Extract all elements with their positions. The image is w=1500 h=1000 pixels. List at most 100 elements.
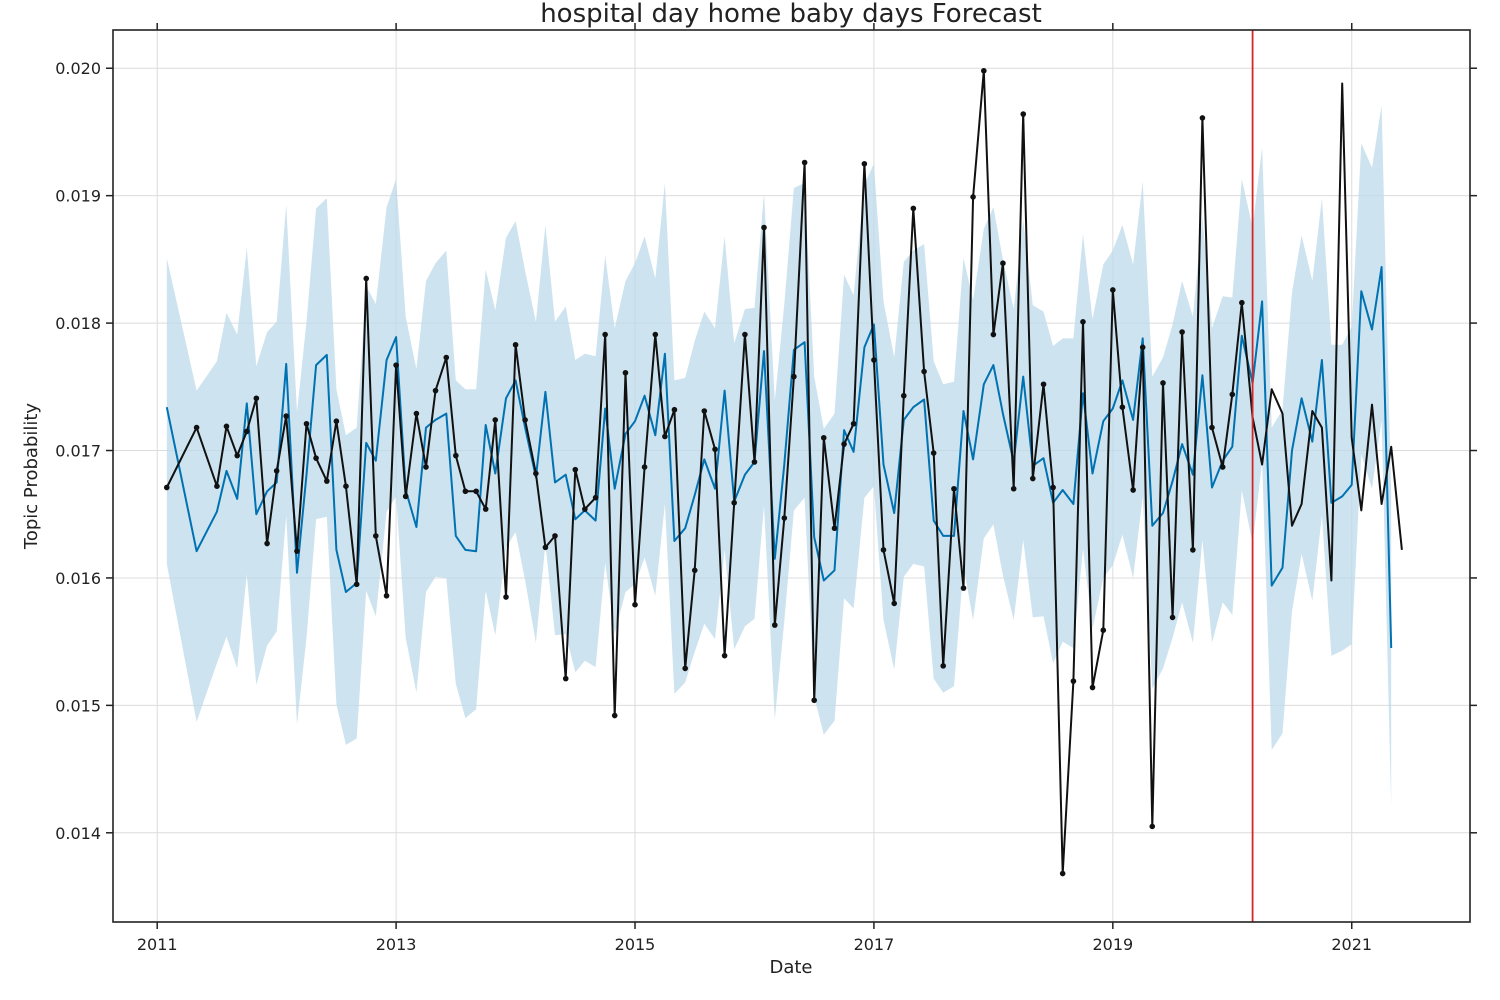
observed-point <box>1239 299 1245 306</box>
x-tick-label: 2015 <box>615 935 656 954</box>
observed-point <box>602 331 608 338</box>
observed-point <box>462 488 469 495</box>
y-tick-label: 0.020 <box>55 59 101 78</box>
observed-point <box>353 581 360 588</box>
observed-point <box>712 446 718 453</box>
observed-point <box>1229 391 1236 398</box>
observed-point <box>1139 344 1146 351</box>
observed-point <box>791 373 797 380</box>
observed-point <box>682 665 688 672</box>
observed-point <box>811 697 817 704</box>
observed-point <box>622 369 629 376</box>
observed-point <box>671 406 678 413</box>
chart-title: hospital day home baby days Forecast <box>540 0 1042 29</box>
observed-point <box>1100 627 1107 633</box>
observed-point <box>592 494 599 501</box>
observed-point <box>1209 424 1215 431</box>
y-axis-label: Topic Probability <box>21 403 42 550</box>
observed-point <box>652 331 659 338</box>
observed-point <box>871 357 877 363</box>
observed-point <box>1149 823 1156 830</box>
observed-point <box>473 488 479 495</box>
y-tick-label: 0.017 <box>55 442 101 461</box>
observed-point <box>841 441 847 447</box>
series-lines <box>165 69 1403 875</box>
observed-point <box>861 161 868 167</box>
observed-point <box>742 331 748 338</box>
observed-point <box>413 410 420 417</box>
x-tick-label: 2017 <box>854 935 895 954</box>
observed-point <box>751 459 758 465</box>
observed-point <box>1050 484 1056 491</box>
observed-point <box>910 205 917 212</box>
observed-point <box>761 224 767 231</box>
observed-point <box>820 434 827 441</box>
observed-point <box>771 622 778 628</box>
observed-tail-line <box>1240 82 1403 582</box>
observed-point <box>393 362 399 368</box>
y-axis-ticks: 0.014 0.015 0.016 0.017 0.018 0.019 0.020 <box>55 59 1477 843</box>
observed-point <box>1130 487 1136 493</box>
x-tick-label: 2011 <box>137 935 178 954</box>
uncertainty-interval-band <box>166 105 1392 806</box>
observed-point <box>781 515 788 521</box>
x-tick-label: 2019 <box>1092 935 1133 954</box>
observed-point <box>294 548 300 554</box>
observed-point <box>324 478 330 484</box>
observed-point <box>253 395 260 402</box>
observed-points <box>163 67 1245 877</box>
observed-point <box>552 533 558 539</box>
observed-point <box>1010 485 1017 492</box>
observed-point <box>163 484 170 491</box>
observed-point <box>691 567 698 574</box>
observed-point <box>1160 380 1166 386</box>
y-tick-label: 0.014 <box>55 824 101 843</box>
observed-point <box>343 483 349 489</box>
observed-point <box>1190 547 1196 553</box>
observed-point <box>193 424 200 431</box>
observed-point <box>1029 475 1036 482</box>
y-tick-label: 0.019 <box>55 187 101 206</box>
observed-point <box>701 408 708 414</box>
observed-point <box>443 354 450 361</box>
observed-point <box>981 67 987 74</box>
plot-frame <box>112 29 1471 923</box>
observed-point <box>891 600 898 607</box>
observed-point <box>1199 115 1206 121</box>
observed-point <box>850 420 857 427</box>
observed-point <box>1179 329 1185 335</box>
observed-point <box>1020 111 1027 117</box>
x-tick-label: 2013 <box>376 935 417 954</box>
observed-point <box>831 525 838 532</box>
observed-point <box>383 592 390 599</box>
observed-point <box>432 387 439 394</box>
observed-point <box>243 428 250 435</box>
observed-point <box>582 506 588 512</box>
observed-point <box>662 433 668 440</box>
observed-point <box>333 418 340 425</box>
observed-point <box>1059 870 1066 877</box>
observed-point <box>970 194 976 200</box>
y-tick-label: 0.016 <box>55 569 101 588</box>
observed-point <box>372 533 379 539</box>
observed-point <box>1219 464 1226 470</box>
observed-point <box>453 452 459 459</box>
observed-point <box>611 712 618 719</box>
observed-point <box>234 452 241 459</box>
observed-point <box>1080 319 1086 325</box>
forecast-line <box>165 266 1393 649</box>
observed-point <box>503 594 509 600</box>
observed-point <box>731 499 737 506</box>
x-tick-label: 2021 <box>1331 935 1372 954</box>
observed-point <box>512 341 519 348</box>
observed-point <box>940 663 947 669</box>
observed-point <box>632 601 638 608</box>
observed-point <box>402 493 409 500</box>
observed-point <box>533 470 539 477</box>
observed-point <box>930 450 937 456</box>
observed-point <box>1169 614 1176 621</box>
observed-point <box>1040 381 1047 388</box>
observed-point <box>214 483 220 489</box>
observed-point <box>1000 260 1006 266</box>
